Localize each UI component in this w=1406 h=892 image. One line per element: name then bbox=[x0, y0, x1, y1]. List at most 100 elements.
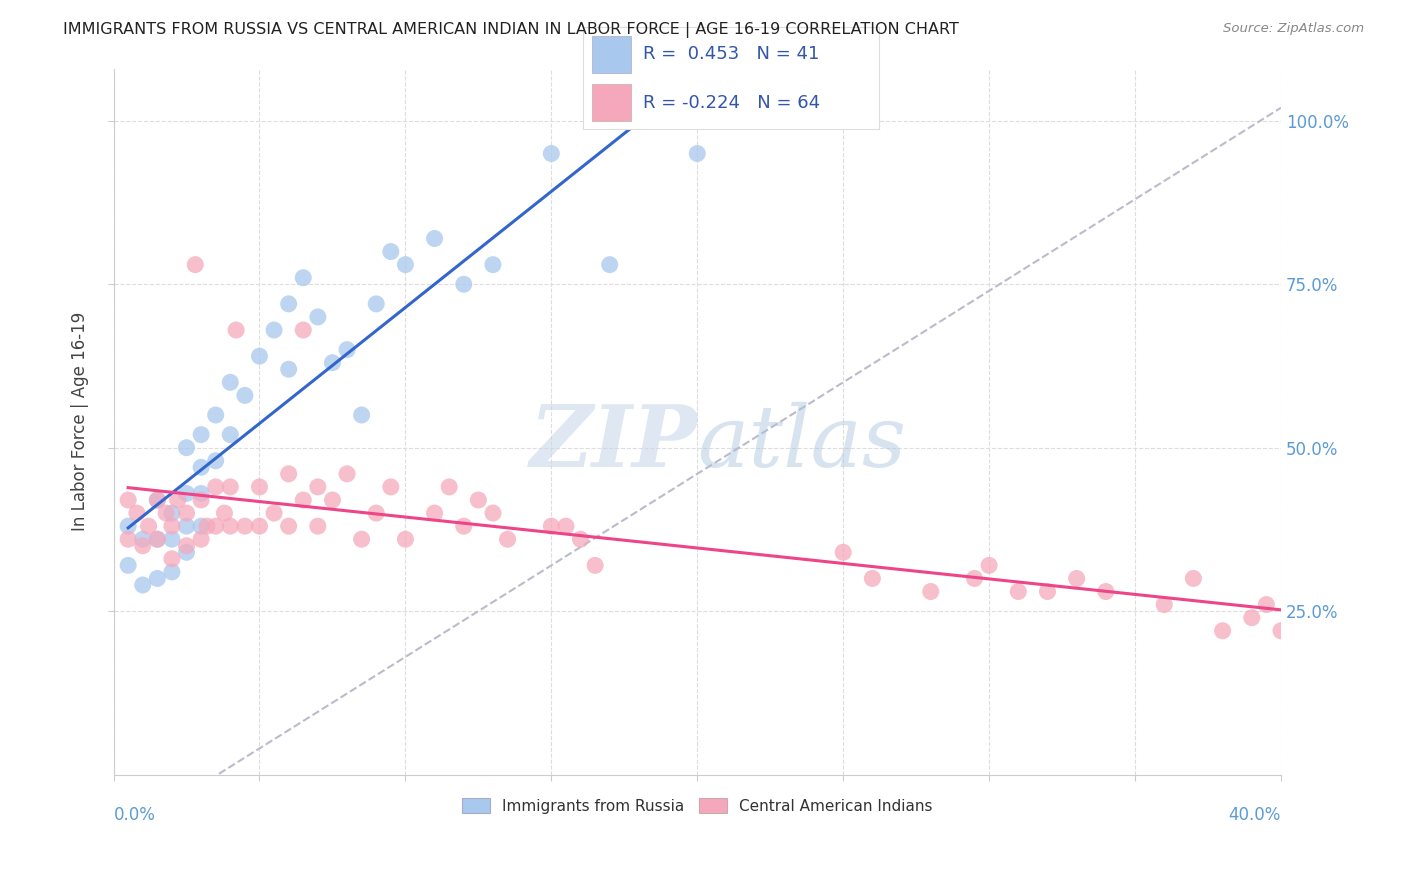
Legend: Immigrants from Russia, Central American Indians: Immigrants from Russia, Central American… bbox=[456, 792, 939, 820]
Point bbox=[292, 270, 315, 285]
Point bbox=[190, 533, 212, 547]
Point bbox=[496, 533, 519, 547]
Point bbox=[146, 571, 169, 585]
Point bbox=[138, 519, 160, 533]
Point bbox=[160, 506, 183, 520]
Y-axis label: In Labor Force | Age 16-19: In Labor Force | Age 16-19 bbox=[72, 312, 89, 531]
Point bbox=[176, 519, 198, 533]
Point bbox=[176, 506, 198, 520]
Point bbox=[146, 493, 169, 508]
Point bbox=[190, 427, 212, 442]
Point bbox=[380, 480, 402, 494]
Text: ZIP: ZIP bbox=[530, 401, 697, 484]
Point bbox=[1182, 571, 1205, 585]
Point bbox=[292, 323, 315, 337]
Point bbox=[321, 493, 343, 508]
Point bbox=[160, 551, 183, 566]
Point bbox=[350, 408, 373, 422]
Point bbox=[155, 506, 177, 520]
Point bbox=[176, 486, 198, 500]
Point bbox=[482, 506, 505, 520]
Point bbox=[277, 519, 299, 533]
Point bbox=[219, 376, 242, 390]
Point bbox=[190, 519, 212, 533]
Point bbox=[176, 539, 198, 553]
Point bbox=[1240, 610, 1263, 624]
Point bbox=[292, 493, 315, 508]
Point bbox=[190, 493, 212, 508]
Point bbox=[204, 519, 226, 533]
Point bbox=[920, 584, 942, 599]
Point bbox=[453, 277, 475, 292]
Point bbox=[249, 519, 271, 533]
Point bbox=[423, 231, 446, 245]
Point bbox=[190, 460, 212, 475]
Text: R =  0.453   N = 41: R = 0.453 N = 41 bbox=[643, 45, 818, 63]
Point bbox=[233, 519, 256, 533]
Point bbox=[132, 539, 155, 553]
Point bbox=[336, 343, 359, 357]
Point bbox=[1256, 598, 1278, 612]
Point bbox=[117, 533, 139, 547]
Point bbox=[160, 519, 183, 533]
Point bbox=[277, 297, 299, 311]
Text: R = -0.224   N = 64: R = -0.224 N = 64 bbox=[643, 94, 820, 112]
Point bbox=[350, 533, 373, 547]
Point bbox=[423, 506, 446, 520]
Point bbox=[599, 258, 621, 272]
Point bbox=[394, 258, 416, 272]
Point bbox=[1007, 584, 1029, 599]
Point bbox=[307, 480, 329, 494]
Point bbox=[195, 519, 218, 533]
Point bbox=[453, 519, 475, 533]
Point bbox=[336, 467, 359, 481]
Point bbox=[366, 506, 388, 520]
Point bbox=[132, 533, 155, 547]
Point bbox=[1036, 584, 1059, 599]
Point bbox=[132, 578, 155, 592]
Point bbox=[263, 506, 285, 520]
Point bbox=[277, 362, 299, 376]
Point bbox=[321, 356, 343, 370]
Text: 40.0%: 40.0% bbox=[1229, 806, 1281, 824]
Point bbox=[125, 506, 148, 520]
Text: atlas: atlas bbox=[697, 401, 907, 484]
Point bbox=[219, 427, 242, 442]
Point bbox=[977, 558, 1000, 573]
Point bbox=[225, 323, 247, 337]
Point bbox=[437, 480, 460, 494]
Point bbox=[249, 480, 271, 494]
Point bbox=[146, 493, 169, 508]
Text: Source: ZipAtlas.com: Source: ZipAtlas.com bbox=[1223, 22, 1364, 36]
FancyBboxPatch shape bbox=[592, 84, 631, 121]
Point bbox=[146, 533, 169, 547]
Point bbox=[190, 486, 212, 500]
Point bbox=[204, 480, 226, 494]
Point bbox=[686, 146, 709, 161]
Point bbox=[204, 408, 226, 422]
Point bbox=[482, 258, 505, 272]
Point bbox=[117, 519, 139, 533]
Point bbox=[166, 493, 188, 508]
Point bbox=[219, 480, 242, 494]
Point bbox=[394, 533, 416, 547]
Point bbox=[860, 571, 883, 585]
Point bbox=[963, 571, 986, 585]
Point bbox=[219, 519, 242, 533]
Text: 0.0%: 0.0% bbox=[114, 806, 156, 824]
Point bbox=[307, 310, 329, 324]
Point bbox=[1066, 571, 1088, 585]
Point bbox=[214, 506, 236, 520]
Point bbox=[1153, 598, 1175, 612]
Point bbox=[184, 258, 207, 272]
Point bbox=[540, 519, 562, 533]
FancyBboxPatch shape bbox=[592, 36, 631, 73]
Point bbox=[117, 558, 139, 573]
Point bbox=[249, 349, 271, 363]
Point bbox=[583, 558, 606, 573]
Point bbox=[307, 519, 329, 533]
Point bbox=[233, 388, 256, 402]
Point bbox=[160, 565, 183, 579]
Point bbox=[204, 454, 226, 468]
Point bbox=[1270, 624, 1292, 638]
